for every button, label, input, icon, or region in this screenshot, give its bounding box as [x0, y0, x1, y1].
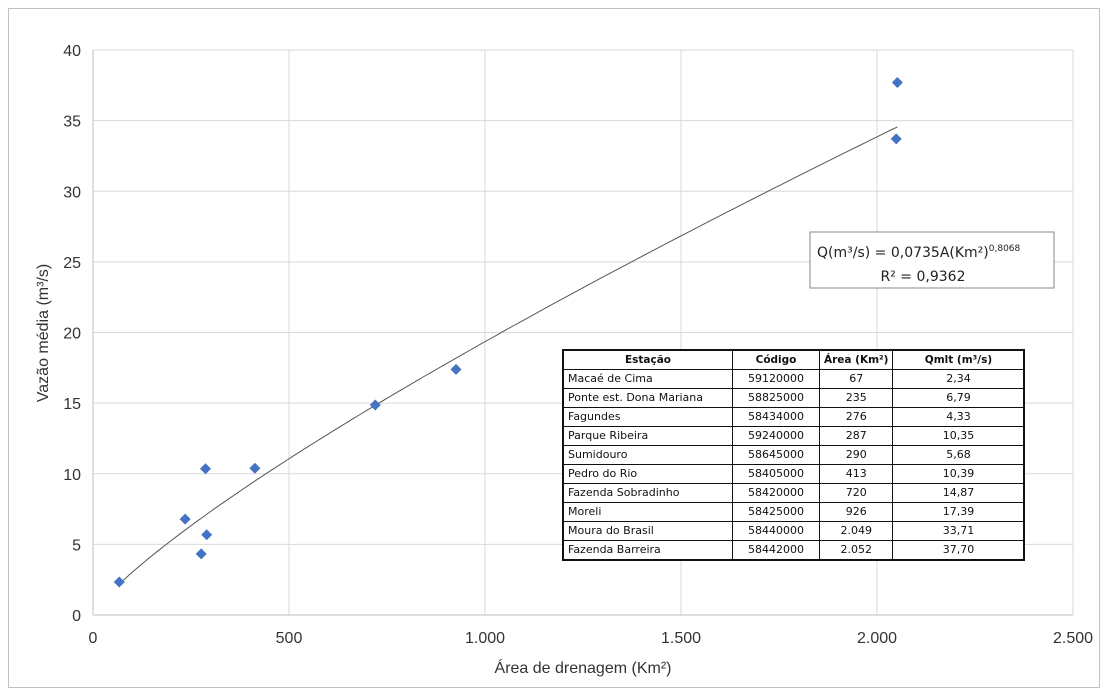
table-cell: Fagundes: [562, 407, 733, 427]
table-header: Código: [732, 349, 820, 370]
table-header-row: Estação Código Área (Km²) Qmlt (m³/s): [562, 349, 1025, 370]
table-cell: 6,79: [892, 388, 1025, 408]
data-point: [201, 529, 213, 541]
station-table: Estação Código Área (Km²) Qmlt (m³/s) Ma…: [562, 349, 1026, 561]
table-cell: 58425000: [732, 502, 820, 522]
table-row: Parque Ribeira 59240000 287 10,35: [562, 426, 1025, 446]
table-row: Moura do Brasil 58440000 2.049 33,71: [562, 521, 1025, 541]
table-cell: 59120000: [732, 369, 820, 389]
table-cell: 67: [818, 369, 894, 389]
x-axis-title: Área de drenagem (Km²): [495, 658, 672, 677]
table-cell: 17,39: [892, 502, 1025, 522]
table-cell: 10,39: [892, 464, 1025, 484]
table-cell: Pedro do Rio: [562, 464, 733, 484]
x-tick-label: 1.000: [465, 630, 505, 647]
x-tick-label: 1.500: [661, 630, 701, 647]
table-cell: Fazenda Sobradinho: [562, 483, 733, 503]
equation-exponent: 0,8068: [989, 244, 1021, 254]
table-cell: Moreli: [562, 502, 733, 522]
table-cell: 290: [818, 445, 894, 465]
table-cell: Moura do Brasil: [562, 521, 733, 541]
table-cell: 33,71: [892, 521, 1025, 541]
table-row: Pedro do Rio 58405000 413 10,39: [562, 464, 1025, 484]
trendline: [118, 126, 898, 585]
x-tick-label: 2.000: [857, 630, 897, 647]
table-cell: 58405000: [732, 464, 820, 484]
table-row: Macaé de Cima 59120000 67 2,34: [562, 369, 1025, 389]
y-tick-label: 25: [63, 255, 81, 272]
table-cell: 2,34: [892, 369, 1025, 389]
equation-box: Q(m³/s) = 0,0735A(Km²)0,8068 R² = 0,9362: [809, 231, 1055, 289]
table-cell: 58825000: [732, 388, 820, 408]
table-cell: 10,35: [892, 426, 1025, 446]
table-body: Macaé de Cima 59120000 67 2,34 Ponte est. Do…: [562, 369, 1025, 561]
data-point: [891, 76, 903, 88]
table-row: Fazenda Sobradinho 58420000 720 14,87: [562, 483, 1025, 503]
table-row: Ponte est. Dona Mariana 58825000 235 6,79: [562, 388, 1025, 408]
y-axis-title: Vazão média (m³/s): [35, 264, 52, 402]
table-cell: 14,87: [892, 483, 1025, 503]
equation-main: Q(m³/s) = 0,0735A(Km²): [817, 245, 989, 261]
table-header: Qmlt (m³/s): [892, 349, 1025, 370]
table-row: Sumidouro 58645000 290 5,68: [562, 445, 1025, 465]
y-tick-label: 30: [63, 184, 81, 201]
table-cell: 720: [818, 483, 894, 503]
table-cell: 58420000: [732, 483, 820, 503]
table-header: Área (Km²): [818, 349, 894, 370]
table-cell: 59240000: [732, 426, 820, 446]
table-row: Fagundes 58434000 276 4,33: [562, 407, 1025, 427]
table-cell: Parque Ribeira: [562, 426, 733, 446]
table-cell: 2.052: [818, 540, 894, 561]
data-point: [195, 548, 207, 560]
y-axis-ticks: 0 5 10 15 20 25 30 35 40: [63, 43, 81, 625]
data-points: [113, 76, 903, 588]
table-row: Moreli 58425000 926 17,39: [562, 502, 1025, 522]
equation-line-1: Q(m³/s) = 0,0735A(Km²)0,8068: [817, 244, 1021, 261]
data-point: [450, 363, 462, 375]
y-tick-label: 0: [72, 608, 81, 625]
y-tick-label: 20: [63, 326, 81, 343]
table-cell: 2.049: [818, 521, 894, 541]
table-row: Fazenda Barreira 58442000 2.052 37,70: [562, 540, 1025, 561]
table-cell: Fazenda Barreira: [562, 540, 733, 561]
data-point: [200, 463, 212, 475]
x-tick-label: 2.500: [1053, 630, 1093, 647]
table-cell: Macaé de Cima: [562, 369, 733, 389]
data-point: [249, 462, 261, 474]
x-tick-label: 500: [276, 630, 303, 647]
table-cell: 235: [818, 388, 894, 408]
y-tick-label: 5: [72, 537, 81, 554]
chart-frame: [8, 8, 1100, 688]
table-cell: 287: [818, 426, 894, 446]
table-cell: Ponte est. Dona Mariana: [562, 388, 733, 408]
y-tick-label: 40: [63, 43, 81, 60]
table-cell: Sumidouro: [562, 445, 733, 465]
y-tick-label: 10: [63, 467, 81, 484]
table-cell: 37,70: [892, 540, 1025, 561]
table-cell: 58645000: [732, 445, 820, 465]
table-cell: 58442000: [732, 540, 820, 561]
y-tick-label: 35: [63, 114, 81, 131]
table-cell: 926: [818, 502, 894, 522]
data-point: [890, 133, 902, 145]
x-tick-label: 0: [89, 630, 98, 647]
table-cell: 413: [818, 464, 894, 484]
table-header: Estação: [562, 349, 733, 370]
data-point: [369, 399, 381, 411]
table-cell: 58434000: [732, 407, 820, 427]
table-cell: 58440000: [732, 521, 820, 541]
x-axis-ticks: 0 500 1.000 1.500 2.000 2.500: [89, 630, 1094, 647]
table-cell: 5,68: [892, 445, 1025, 465]
table-cell: 4,33: [892, 407, 1025, 427]
data-point: [179, 513, 191, 525]
data-point: [113, 576, 125, 588]
equation-r-squared: R² = 0,9362: [881, 269, 966, 285]
table-cell: 276: [818, 407, 894, 427]
y-tick-label: 15: [63, 396, 81, 413]
